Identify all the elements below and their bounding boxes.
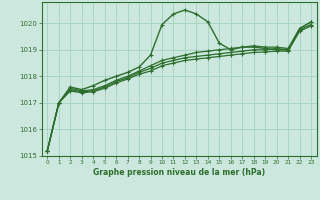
X-axis label: Graphe pression niveau de la mer (hPa): Graphe pression niveau de la mer (hPa) xyxy=(93,168,265,177)
